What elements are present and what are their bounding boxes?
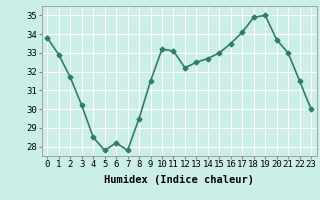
X-axis label: Humidex (Indice chaleur): Humidex (Indice chaleur) xyxy=(104,175,254,185)
